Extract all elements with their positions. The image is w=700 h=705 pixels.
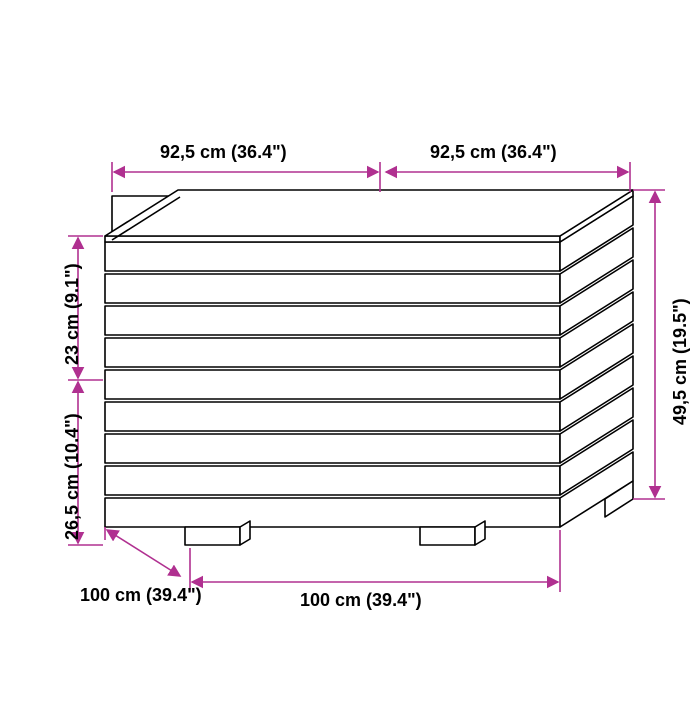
label-left-lower: 26,5 cm (10.4") [62, 413, 83, 540]
label-bottom-left: 100 cm (39.4") [80, 585, 202, 606]
label-bottom-right: 100 cm (39.4") [300, 590, 422, 611]
front-slats [105, 242, 560, 527]
side-slats [560, 196, 633, 527]
label-top-left: 92,5 cm (36.4") [160, 142, 287, 163]
label-right-height: 49,5 cm (19.5") [670, 298, 691, 425]
dim-bottom-left [107, 530, 180, 576]
planter-drawing [105, 190, 633, 545]
label-left-upper: 23 cm (9.1") [62, 263, 83, 365]
label-top-right: 92,5 cm (36.4") [430, 142, 557, 163]
